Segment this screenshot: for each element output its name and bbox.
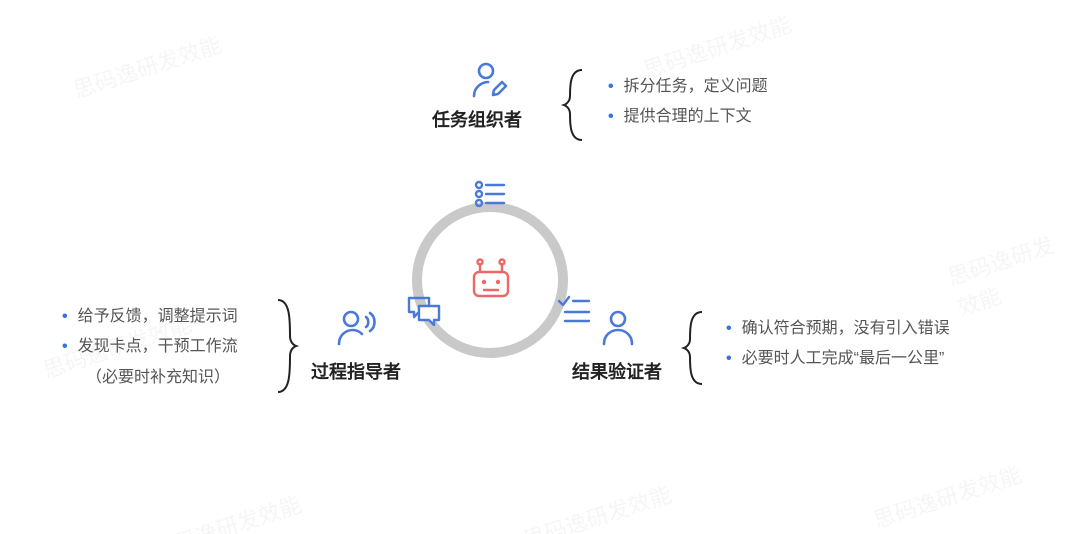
brace-left	[270, 298, 300, 394]
watermark: 思码逸研发效能	[69, 27, 225, 105]
role-left-bullets: 给予反馈，调整提示词 发现卡点，干预工作流 • （必要时补充知识）	[62, 302, 238, 393]
bullet-item: 给予反馈，调整提示词	[62, 302, 238, 332]
chat-icon	[405, 292, 443, 330]
role-right-title: 结果验证者	[572, 358, 662, 384]
watermark: 思码逸研发效能	[943, 221, 1080, 322]
watermark: 思码逸研发效能	[519, 477, 675, 534]
role-left-title: 过程指导者	[311, 358, 401, 384]
bullet-item: 确认符合预期，没有引入错误	[726, 314, 950, 344]
diagram-canvas: 思码逸研发效能 思码逸研发效能 思码逸研发效能 思码逸研发效能 思码逸研发效能 …	[0, 0, 1080, 534]
person-edit-icon	[470, 60, 510, 100]
person-icon	[598, 308, 638, 348]
watermark: 思码逸研发效能	[149, 487, 305, 534]
bullet-item: 发现卡点，干预工作流	[62, 332, 238, 362]
role-top-title-wrap: 任务组织者	[432, 106, 522, 132]
bullet-item-paren: • （必要时补充知识）	[62, 363, 238, 393]
role-right-title-wrap: 结果验证者	[572, 358, 662, 384]
bullet-item: 提供合理的上下文	[608, 102, 768, 132]
role-right-bullets: 确认符合预期，没有引入错误 必要时人工完成“最后一公里”	[726, 314, 950, 375]
person-speak-icon	[336, 308, 376, 348]
robot-icon	[466, 254, 516, 304]
bullet-item: 拆分任务，定义问题	[608, 72, 768, 102]
role-top-bullets: 拆分任务，定义问题 提供合理的上下文	[608, 72, 768, 133]
watermark: 思码逸研发效能	[869, 457, 1025, 534]
role-left-title-wrap: 过程指导者	[311, 358, 401, 384]
check-list-icon	[556, 292, 592, 328]
list-icon	[472, 176, 508, 212]
brace-top	[560, 68, 590, 142]
role-top-title: 任务组织者	[432, 106, 522, 132]
brace-right	[680, 310, 710, 386]
bullet-item: 必要时人工完成“最后一公里”	[726, 344, 950, 374]
